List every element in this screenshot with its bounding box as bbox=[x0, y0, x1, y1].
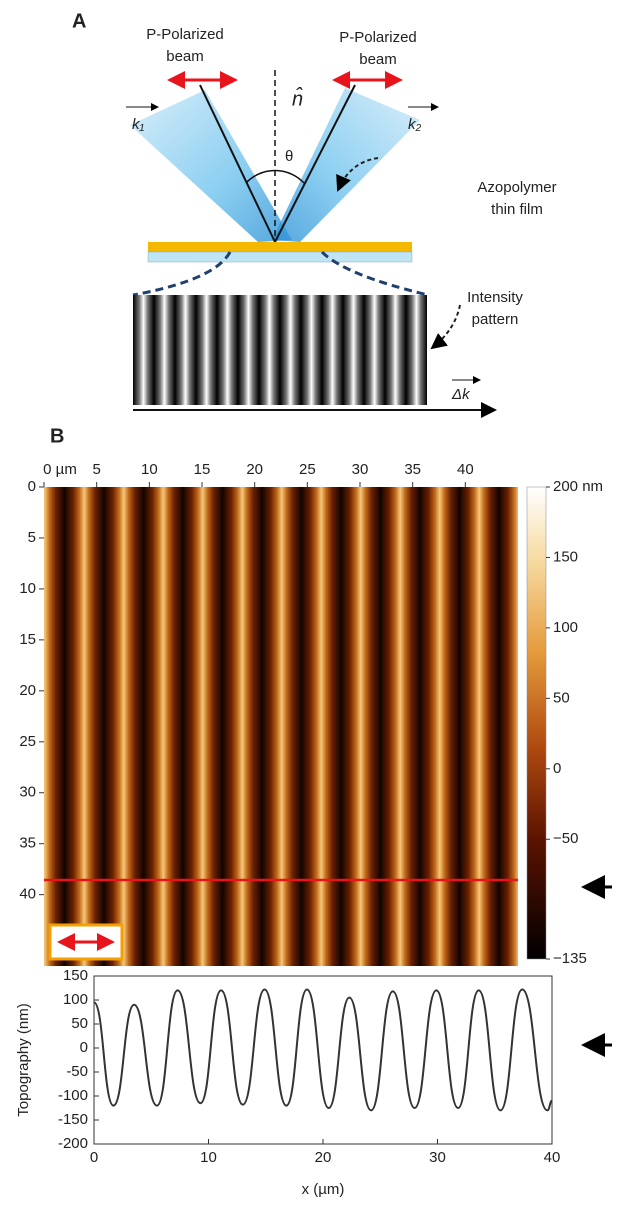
film bbox=[148, 242, 412, 252]
x-tick-label: 40 bbox=[544, 1149, 561, 1166]
x-tick-label: 30 bbox=[352, 461, 369, 478]
y-tick-label: 100 bbox=[63, 991, 88, 1008]
label: n̂ bbox=[292, 87, 303, 110]
colorbar-tick-label: 200 nm bbox=[553, 478, 603, 495]
x-tick-label: 25 bbox=[299, 461, 316, 478]
angle-arc bbox=[245, 169, 305, 184]
beam-line bbox=[274, 84, 356, 243]
x-tick-label: 15 bbox=[194, 461, 211, 478]
zoom-line bbox=[132, 251, 232, 297]
label: beam bbox=[359, 51, 397, 68]
panel-a: A P-Polarized beam P-Polarized beam n̂ k… bbox=[72, 10, 557, 418]
x-tick-label: 10 bbox=[200, 1149, 217, 1166]
label: k₁ bbox=[132, 116, 145, 133]
y-tick-label: 20 bbox=[19, 682, 36, 699]
colorbar-tick-label: 150 bbox=[553, 548, 578, 565]
label: beam bbox=[166, 48, 204, 65]
y-tick-label: 30 bbox=[19, 784, 36, 801]
pointer bbox=[430, 304, 461, 350]
y-tick-label: 35 bbox=[19, 835, 36, 852]
afm-map bbox=[44, 487, 518, 966]
label: thin film bbox=[491, 201, 543, 218]
y-tick-label: 150 bbox=[63, 967, 88, 984]
colorbar-tick-label: 100 bbox=[553, 619, 578, 636]
colorbar-tick-label: 50 bbox=[553, 689, 570, 706]
zoom-line bbox=[320, 250, 429, 297]
label: θ bbox=[285, 148, 293, 165]
y-tick-label: -200 bbox=[58, 1135, 88, 1152]
y-axis-label: Topography (nm) bbox=[15, 1003, 32, 1116]
x-tick-label: 10 bbox=[141, 461, 158, 478]
y-tick-label: 0 bbox=[80, 1039, 88, 1056]
y-tick-label: 0 bbox=[28, 478, 36, 495]
label: k₂ bbox=[408, 116, 422, 133]
line bbox=[93, 988, 553, 1112]
y-tick-label: -150 bbox=[58, 1111, 88, 1128]
y-tick-label: 15 bbox=[19, 631, 36, 648]
label: pattern bbox=[472, 311, 519, 328]
colorbar-tick-label: 0 bbox=[553, 760, 561, 777]
y-tick-label: -100 bbox=[58, 1087, 88, 1104]
x-tick-label: 20 bbox=[246, 461, 263, 478]
x-tick-label: 5 bbox=[92, 461, 100, 478]
beam-left bbox=[130, 90, 292, 242]
y-tick-label: -50 bbox=[66, 1063, 88, 1080]
y-tick-label: 25 bbox=[19, 733, 36, 750]
afm-image bbox=[44, 486, 612, 966]
x-tick-label: 30 bbox=[429, 1149, 446, 1166]
x-tick-label: 40 bbox=[457, 461, 474, 478]
colorbar-tick-label: −135 bbox=[553, 950, 587, 967]
x-axis-label: x (µm) bbox=[302, 1181, 345, 1198]
x-tick-label: 0 µm bbox=[43, 461, 77, 478]
colorbar bbox=[526, 486, 547, 960]
x-tick-label: 35 bbox=[404, 461, 421, 478]
label: P-Polarized bbox=[146, 26, 224, 43]
panel-label: B bbox=[50, 425, 64, 447]
x-tick-label: 20 bbox=[315, 1149, 332, 1166]
beam-line bbox=[199, 84, 276, 243]
x-tick-label: 0 bbox=[90, 1149, 98, 1166]
intensity-pattern bbox=[133, 295, 427, 405]
y-tick-label: 40 bbox=[19, 886, 36, 903]
beam-right bbox=[272, 88, 420, 242]
y-tick-label: 50 bbox=[71, 1015, 88, 1032]
substrate bbox=[147, 251, 413, 263]
colorbar-tick-label: −50 bbox=[553, 830, 578, 847]
label: Intensity bbox=[467, 289, 523, 306]
label: Azopolymer bbox=[477, 179, 556, 196]
y-tick-label: 10 bbox=[19, 580, 36, 597]
label: P-Polarized bbox=[339, 29, 417, 46]
y-tick-label: 5 bbox=[28, 529, 36, 546]
panel-label: A bbox=[72, 10, 86, 32]
label: Δk bbox=[451, 386, 471, 403]
